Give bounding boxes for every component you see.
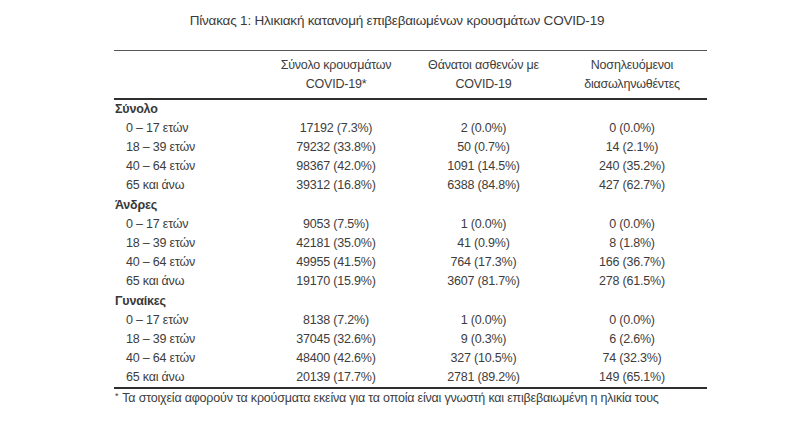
section-row-women: Γυναίκες [114, 291, 707, 311]
deaths-cell: 6388 (84.8%) [410, 176, 557, 195]
table-row: 65 και άνω 19170 (15.9%) 3607 (81.7%) 27… [114, 272, 707, 291]
table-row: 18 – 39 ετών 37045 (32.6%) 9 (0.3%) 6 (2… [114, 330, 707, 349]
cases-cell: 48400 (42.6%) [262, 349, 410, 368]
age-cell: 18 – 39 ετών [114, 138, 262, 157]
intubated-cell: 240 (35.2%) [557, 157, 707, 176]
age-cell: 40 – 64 ετών [114, 253, 262, 272]
header-deaths: Θάνατοι ασθενών με COVID-19 [410, 51, 557, 100]
intubated-cell: 427 (62.7%) [557, 176, 707, 195]
intubated-cell: 0 (0.0%) [557, 311, 707, 330]
age-cell: 40 – 64 ετών [114, 349, 262, 368]
table-row: 40 – 64 ετών 49955 (41.5%) 764 (17.3%) 1… [114, 253, 707, 272]
intubated-cell: 74 (32.3%) [557, 349, 707, 368]
intubated-cell: 8 (1.8%) [557, 234, 707, 253]
header-empty-cell [114, 51, 262, 100]
cases-cell: 20139 (17.7%) [262, 368, 410, 388]
age-cell: 65 και άνω [114, 176, 262, 195]
age-cell: 18 – 39 ετών [114, 330, 262, 349]
cases-cell: 9053 (7.5%) [262, 215, 410, 234]
section-label: Άνδρες [114, 195, 707, 215]
intubated-cell: 278 (61.5%) [557, 272, 707, 291]
cases-cell: 42181 (35.0%) [262, 234, 410, 253]
age-cell: 18 – 39 ετών [114, 234, 262, 253]
section-row-total: Σύνολο [114, 99, 707, 119]
deaths-cell: 1091 (14.5%) [410, 157, 557, 176]
intubated-cell: 6 (2.6%) [557, 330, 707, 349]
header-total-cases-line2: COVID-19* [306, 77, 367, 91]
header-deaths-line1: Θάνατοι ασθενών με [428, 58, 539, 72]
table-row: 0 – 17 ετών 9053 (7.5%) 1 (0.0%) 0 (0.0%… [114, 215, 707, 234]
footnote-asterisk: * [115, 391, 118, 401]
table-row: 18 – 39 ετών 42181 (35.0%) 41 (0.9%) 8 (… [114, 234, 707, 253]
deaths-cell: 3607 (81.7%) [410, 272, 557, 291]
table-row: 18 – 39 ετών 79232 (33.8%) 50 (0.7%) 14 … [114, 138, 707, 157]
header-total-cases: Σύνολο κρουσμάτων COVID-19* [262, 51, 410, 100]
footnote-text: Τα στοιχεία αφορούν τα κρούσματα εκείνα … [122, 391, 658, 405]
cases-cell: 49955 (41.5%) [262, 253, 410, 272]
cases-cell: 79232 (33.8%) [262, 138, 410, 157]
table-row: 65 και άνω 39312 (16.8%) 6388 (84.8%) 42… [114, 176, 707, 195]
covid-age-table: Σύνολο κρουσμάτων COVID-19* Θάνατοι ασθε… [114, 50, 707, 389]
intubated-cell: 149 (65.1%) [557, 368, 707, 388]
section-label: Σύνολο [114, 99, 707, 119]
deaths-cell: 1 (0.0%) [410, 311, 557, 330]
age-cell: 0 – 17 ετών [114, 119, 262, 138]
table-row: 65 και άνω 20139 (17.7%) 2781 (89.2%) 14… [114, 368, 707, 388]
cases-cell: 17192 (7.3%) [262, 119, 410, 138]
cases-cell: 37045 (32.6%) [262, 330, 410, 349]
intubated-cell: 0 (0.0%) [557, 215, 707, 234]
header-total-cases-line1: Σύνολο κρουσμάτων [281, 58, 392, 72]
age-cell: 40 – 64 ετών [114, 157, 262, 176]
age-cell: 0 – 17 ετών [114, 215, 262, 234]
header-intubated-line2: διασωληνωθέντες [584, 77, 680, 91]
table-row: 0 – 17 ετών 17192 (7.3%) 2 (0.0%) 0 (0.0… [114, 119, 707, 138]
header-intubated: Νοσηλευόμενοι διασωληνωθέντες [557, 51, 707, 100]
age-cell: 65 και άνω [114, 272, 262, 291]
deaths-cell: 2 (0.0%) [410, 119, 557, 138]
cases-cell: 98367 (42.0%) [262, 157, 410, 176]
covid-age-table-wrapper: Σύνολο κρουσμάτων COVID-19* Θάνατοι ασθε… [114, 50, 707, 389]
deaths-cell: 9 (0.3%) [410, 330, 557, 349]
deaths-cell: 764 (17.3%) [410, 253, 557, 272]
deaths-cell: 2781 (89.2%) [410, 368, 557, 388]
section-label: Γυναίκες [114, 291, 707, 311]
header-row: Σύνολο κρουσμάτων COVID-19* Θάνατοι ασθε… [114, 51, 707, 100]
table-row: 40 – 64 ετών 48400 (42.6%) 327 (10.5%) 7… [114, 349, 707, 368]
deaths-cell: 50 (0.7%) [410, 138, 557, 157]
age-cell: 0 – 17 ετών [114, 311, 262, 330]
cases-cell: 8138 (7.2%) [262, 311, 410, 330]
age-cell: 65 και άνω [114, 368, 262, 388]
cases-cell: 19170 (15.9%) [262, 272, 410, 291]
deaths-cell: 41 (0.9%) [410, 234, 557, 253]
intubated-cell: 14 (2.1%) [557, 138, 707, 157]
table-row: 40 – 64 ετών 98367 (42.0%) 1091 (14.5%) … [114, 157, 707, 176]
intubated-cell: 166 (36.7%) [557, 253, 707, 272]
cases-cell: 39312 (16.8%) [262, 176, 410, 195]
report-page: Πίνακας 1: Ηλικιακή κατανομή επιβεβαιωμέ… [0, 0, 794, 440]
table-title: Πίνακας 1: Ηλικιακή κατανομή επιβεβαιωμέ… [0, 13, 794, 28]
intubated-cell: 0 (0.0%) [557, 119, 707, 138]
footnote: * Τα στοιχεία αφορούν τα κρούσματα εκείνα… [115, 391, 659, 405]
header-intubated-line1: Νοσηλευόμενοι [591, 58, 673, 72]
section-row-men: Άνδρες [114, 195, 707, 215]
table-row: 0 – 17 ετών 8138 (7.2%) 1 (0.0%) 0 (0.0%… [114, 311, 707, 330]
header-deaths-line2: COVID-19 [455, 77, 511, 91]
deaths-cell: 327 (10.5%) [410, 349, 557, 368]
deaths-cell: 1 (0.0%) [410, 215, 557, 234]
